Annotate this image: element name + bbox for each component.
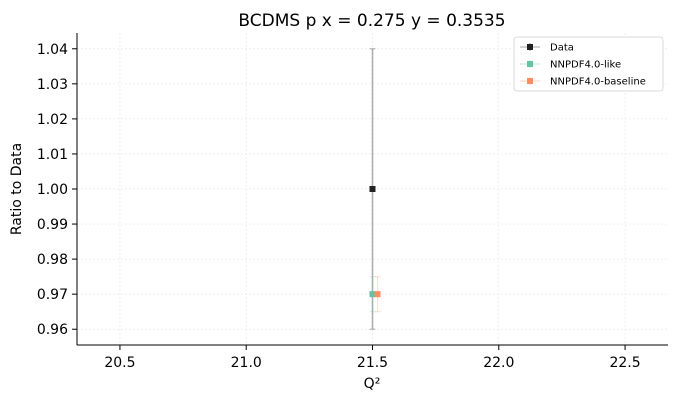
legend: Data NNPDF4.0-like NNPDF4.0-baseline [513, 36, 664, 92]
legend-label: NNPDF4.0-baseline [550, 77, 646, 88]
y-tick-label: 1.03 [37, 77, 68, 93]
y-tick-label: 0.98 [37, 252, 68, 268]
y-tick-label: 1.04 [37, 42, 68, 58]
x-tick-label: 21.5 [357, 355, 388, 371]
chart-title: BCDMS p x = 0.275 y = 0.3535 [238, 11, 505, 31]
legend-frame [513, 36, 664, 92]
y-tick-label: 1.01 [37, 147, 68, 163]
x-tick-label: 22.5 [609, 355, 640, 371]
legend-marker [527, 61, 533, 67]
x-tick-label: 20.5 [104, 355, 135, 371]
series-nnpdf4-0-baseline [374, 276, 381, 313]
y-tick-label: 1.00 [37, 182, 68, 198]
y-ticks: 0.96 0.97 0.98 0.99 1.00 1.01 1.02 1.03 1.04 [37, 42, 77, 338]
x-tick-label: 22.0 [483, 355, 514, 371]
y-tick-label: 0.97 [37, 287, 68, 303]
series-data [369, 48, 376, 330]
data-point [369, 291, 376, 298]
legend-label: Data [550, 43, 574, 54]
x-tick-label: 21.0 [231, 355, 262, 371]
data-point [369, 186, 376, 192]
x-ticks: 20.5 21.0 21.5 22.0 22.5 [104, 345, 641, 371]
y-tick-label: 1.02 [37, 112, 68, 128]
legend-label: NNPDF4.0-like [550, 60, 621, 71]
y-axis-label: Ratio to Data [9, 143, 25, 235]
x-axis-label: Q² [364, 376, 381, 392]
legend-marker [527, 78, 533, 84]
series-nnpdf4-0-like [369, 276, 376, 313]
y-tick-label: 0.96 [37, 322, 68, 338]
y-tick-label: 0.99 [37, 217, 68, 233]
legend-marker [527, 44, 533, 50]
series-layer [369, 48, 381, 330]
data-point [374, 291, 381, 298]
